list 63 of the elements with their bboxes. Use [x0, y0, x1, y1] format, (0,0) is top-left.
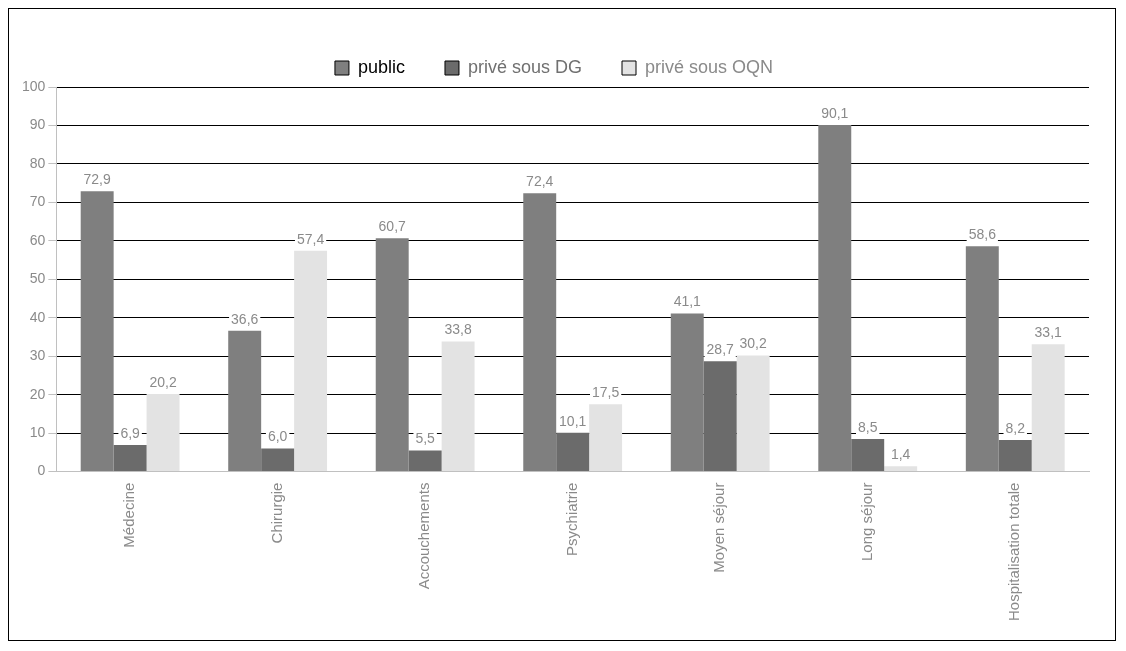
bar [80, 191, 114, 472]
bar [228, 330, 262, 472]
bar [261, 448, 295, 472]
data-label: 5,5 [415, 430, 436, 447]
data-label: 60,7 [378, 218, 407, 234]
data-label: 10,1 [559, 412, 587, 429]
data-label: 33,8 [444, 321, 472, 338]
y-tick-label: 0 [37, 462, 46, 479]
data-label: 30,2 [739, 335, 767, 352]
bar [998, 440, 1032, 472]
bar [670, 313, 704, 472]
data-label: 36,6 [231, 310, 259, 327]
bar [851, 438, 885, 472]
legend-label: privé sous OQN [645, 56, 774, 77]
y-tick-label: 70 [29, 193, 46, 210]
data-label: 17,5 [592, 384, 620, 401]
bar [818, 125, 852, 472]
bar [884, 466, 918, 472]
data-label: 57,4 [296, 230, 325, 247]
y-tick-label: 90 [29, 116, 46, 133]
bar [736, 355, 770, 472]
x-tick-label: Médecine [120, 482, 138, 548]
data-label: 1,4 [890, 446, 911, 463]
x-tick-label: Accouchements [415, 482, 433, 590]
bar [965, 246, 999, 472]
x-tick-label: Hospitalisation totale [1005, 482, 1023, 622]
bar [146, 393, 180, 472]
bar [703, 361, 737, 472]
data-label: 72,4 [526, 173, 554, 190]
data-label: 33,1 [1034, 324, 1063, 341]
bar [375, 238, 409, 472]
data-label: 20,2 [149, 373, 177, 390]
legend-label: privé sous DG [467, 56, 583, 77]
y-tick-label: 20 [29, 385, 46, 402]
y-tick-label: 50 [29, 270, 46, 287]
data-label: 6,9 [120, 424, 141, 441]
bar [113, 445, 147, 472]
bar [523, 193, 557, 472]
data-label: 72,9 [83, 171, 112, 188]
y-tick-label: 30 [29, 347, 46, 364]
y-tick-label: 40 [29, 308, 46, 325]
y-tick-label: 100 [22, 77, 46, 94]
data-label: 28,7 [706, 341, 735, 358]
bar [589, 404, 623, 472]
bar [556, 432, 590, 472]
data-label: 8,5 [857, 418, 878, 435]
y-tick-label: 80 [29, 154, 46, 171]
x-tick-label: Psychiatrie [562, 482, 580, 556]
data-label: 8,2 [1005, 419, 1026, 436]
data-label: 90,1 [821, 104, 849, 121]
legend-label: public [357, 56, 405, 77]
bar [294, 250, 328, 472]
bar [441, 341, 475, 472]
y-tick-label: 60 [29, 231, 46, 248]
x-tick-label: Moyen séjour [710, 482, 728, 573]
data-label: 6,0 [267, 428, 288, 445]
x-tick-label: Long séjour [857, 482, 875, 561]
y-tick-label: 10 [29, 423, 46, 440]
data-label: 41,1 [673, 293, 702, 310]
data-label: 58,6 [968, 226, 997, 243]
bar [408, 450, 442, 472]
bar [1031, 344, 1065, 472]
x-tick-label: Chirurgie [267, 482, 285, 544]
